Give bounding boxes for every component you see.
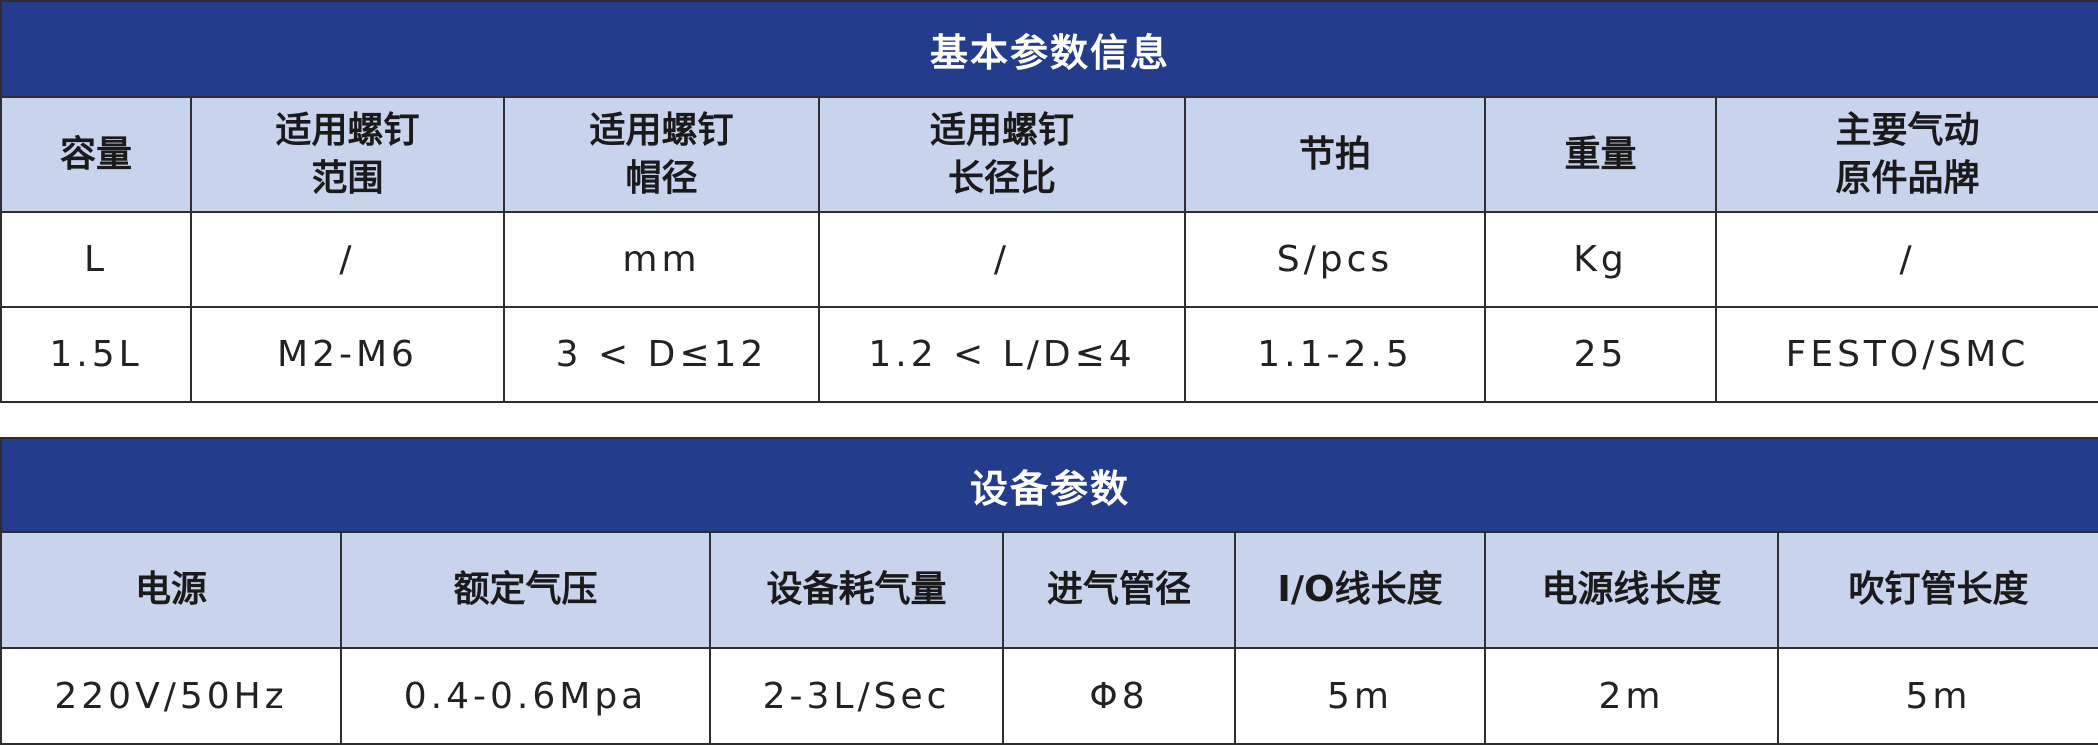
header-cell: 容量	[0, 96, 192, 213]
value-cell: 5m	[1776, 647, 2098, 745]
unit-cell: S/pcs	[1184, 211, 1486, 308]
header-cell: 适用螺钉 范围	[190, 96, 505, 213]
header-cell: 电源	[0, 531, 342, 649]
header-cell: 适用螺钉 帽径	[503, 96, 820, 213]
table-title: 设备参数	[0, 437, 2098, 533]
value-cell: 2m	[1484, 647, 1779, 745]
value-cell: 1.2 < L/D≤4	[818, 306, 1186, 403]
value-cell: 2-3L/Sec	[709, 647, 1004, 745]
value-row: 1.5L M2-M6 3 < D≤12 1.2 < L/D≤4 1.1-2.5 …	[0, 306, 2098, 403]
header-row: 容量 适用螺钉 范围 适用螺钉 帽径 适用螺钉 长径比 节拍 重量 主要气动 原件品牌	[0, 96, 2098, 213]
value-cell: FESTO/SMC	[1714, 306, 2098, 403]
value-cell: 5m	[1234, 647, 1486, 745]
header-cell: 节拍	[1184, 96, 1486, 213]
header-cell: 主要气动 原件品牌	[1714, 96, 2098, 213]
value-cell: 0.4-0.6Mpa	[340, 647, 711, 745]
header-cell: 适用螺钉 长径比	[818, 96, 1186, 213]
unit-cell: /	[190, 211, 505, 308]
header-cell: I/O线长度	[1234, 531, 1486, 649]
header-cell: 电源线长度	[1484, 531, 1779, 649]
value-cell: 3 < D≤12	[503, 306, 820, 403]
value-cell: Φ8	[1002, 647, 1236, 745]
unit-cell: Kg	[1484, 211, 1717, 308]
value-row: 220V/50Hz 0.4-0.6Mpa 2-3L/Sec Φ8 5m 2m 5…	[0, 647, 2098, 745]
unit-cell: L	[0, 211, 192, 308]
header-cell: 进气管径	[1002, 531, 1236, 649]
header-cell: 吹钉管长度	[1776, 531, 2098, 649]
unit-row: L / mm / S/pcs Kg /	[0, 211, 2098, 308]
header-cell: 设备耗气量	[709, 531, 1004, 649]
header-cell: 额定气压	[340, 531, 711, 649]
unit-cell: /	[1714, 211, 2098, 308]
value-cell: 1.5L	[0, 306, 192, 403]
header-row: 电源 额定气压 设备耗气量 进气管径 I/O线长度 电源线长度 吹钉管长度	[0, 531, 2098, 649]
basic-params-table: 基本参数信息 容量 适用螺钉 范围 适用螺钉 帽径 适用螺钉 长径比 节拍 重量 主要…	[0, 0, 2098, 403]
value-cell: 25	[1484, 306, 1717, 403]
value-cell: 220V/50Hz	[0, 647, 342, 745]
equipment-params-table: 设备参数 电源 额定气压 设备耗气量 进气管径 I/O线长度 电源线长度 吹钉管…	[0, 437, 2098, 745]
value-cell: M2-M6	[190, 306, 505, 403]
header-cell: 重量	[1484, 96, 1717, 213]
table-title: 基本参数信息	[0, 0, 2098, 98]
unit-cell: /	[818, 211, 1186, 308]
unit-cell: mm	[503, 211, 820, 308]
value-cell: 1.1-2.5	[1184, 306, 1486, 403]
